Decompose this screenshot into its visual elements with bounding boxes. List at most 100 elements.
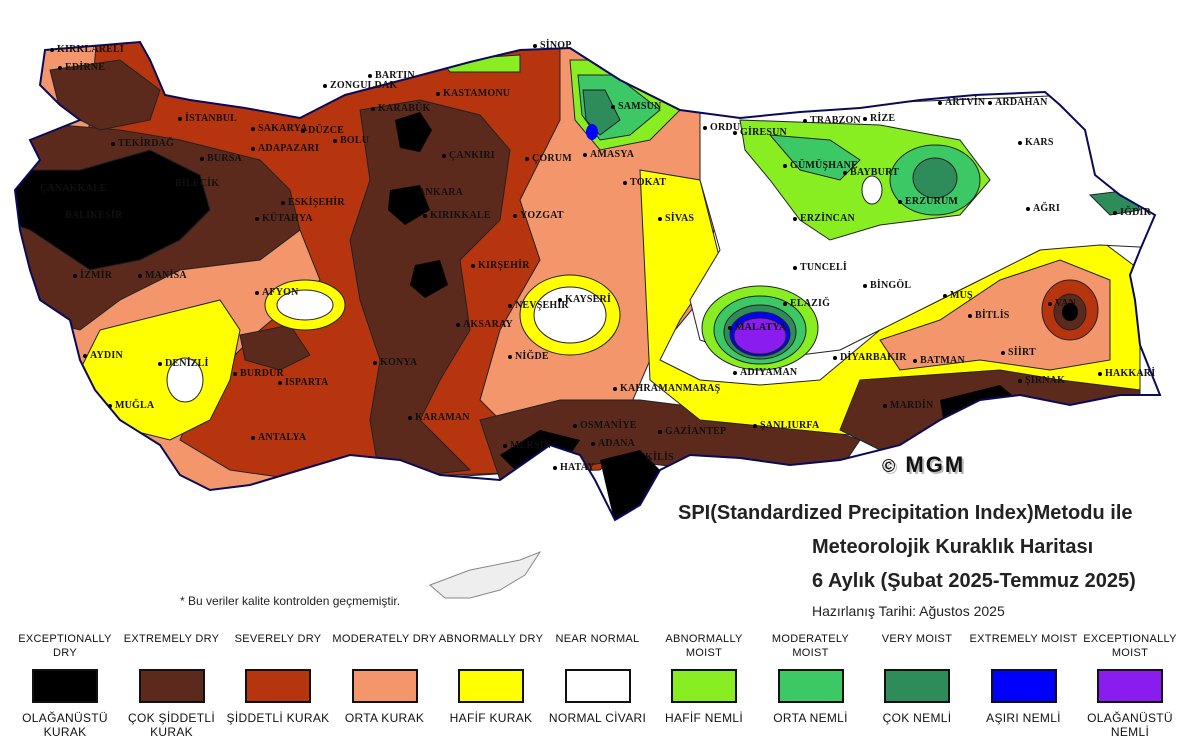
legend-en-label: EXTREMELY DRY	[123, 633, 220, 645]
prepared-date: Hazırlanış Tarihi: Ağustos 2025	[812, 603, 1005, 619]
legend-tr-label: OLAĞANÜSTÜ NEMLİ	[1087, 711, 1173, 739]
legend-en-label: SEVERELY DRY	[234, 633, 322, 645]
legend-tr-label: OLAĞANÜSTÜ KURAK	[22, 711, 108, 739]
city-label: İZMİR	[72, 270, 113, 281]
legend: EXCEPTIONALLY DRY OLAĞANÜSTÜ KURAK EXTREME…	[0, 632, 1200, 746]
city-label: NEVŞEHİR	[508, 300, 569, 311]
zone-moderately-moist-gumushane	[768, 134, 861, 181]
city-label: OSMANİYE	[573, 420, 637, 431]
city-label: SİİRT	[1001, 347, 1036, 358]
city-label: İSTANBUL	[178, 113, 237, 124]
legend-item: VERY MOIST ÇOK NEMLİ	[862, 632, 972, 725]
city-label: ADAPAZARI	[250, 143, 320, 154]
legend-item: EXCEPTIONALLY MOIST OLAĞANÜSTÜ NEMLİ	[1075, 632, 1185, 739]
zone-exceptionally-moist-malatya	[733, 317, 787, 355]
city-label: ÇORUM	[525, 153, 572, 164]
legend-en-label: ABNORMALLY MOIST	[665, 633, 743, 659]
city-label: BURSA	[200, 153, 242, 164]
city-label: ÇANKIRI	[442, 150, 495, 161]
city-label: KIRKLARELİ	[49, 44, 125, 55]
city-label: BİLECİK	[167, 178, 220, 189]
city-label: BATMAN	[913, 355, 965, 366]
zone-near-normal-kayseri	[533, 286, 607, 344]
zone-extremely-dry-burdur	[239, 324, 311, 371]
legend-en-label: MODERATELY MOIST	[771, 633, 850, 659]
city-label: KAYSERİ	[557, 294, 612, 305]
city-label: HAKKARİ	[1097, 368, 1156, 379]
city-label: KIRŞEHİR	[471, 260, 530, 271]
quality-note: * Bu veriler kalite kontrolden geçmemişt…	[180, 594, 401, 608]
city-label: IĞDIR	[1112, 207, 1152, 218]
zone-exceptionally-dry-kastamonu	[395, 112, 432, 152]
city-label: ARTVİN	[937, 97, 986, 108]
cyprus-outline	[429, 550, 542, 599]
city-label: ŞANLIURFA	[752, 420, 820, 431]
city-label: SAKARYA	[251, 123, 308, 134]
legend-en-label: MODERATELY DRY	[332, 633, 437, 645]
city-label: KIRIKKALE	[423, 210, 491, 221]
legend-en-label: VERY MOIST	[881, 633, 953, 645]
city-label: KAHRAMANMARAŞ	[612, 383, 721, 394]
turkey-outline	[13, 40, 1162, 522]
city-label: ANTALYA	[250, 432, 307, 443]
city-label: BAYBURT	[842, 167, 900, 178]
legend-en-label: NEAR NORMAL	[555, 633, 640, 645]
city-label: BİTLİS	[968, 310, 1010, 321]
zone-near-normal-denizli	[166, 357, 204, 403]
zone-abnormally-dry-sinop	[438, 54, 521, 73]
legend-swatch	[1097, 669, 1163, 703]
zone-exceptionally-dry-marmara	[15, 149, 211, 271]
title-line-2: Meteorolojik Kuraklık Haritası	[812, 536, 1094, 558]
legend-tr-label: HAFİF NEMLİ	[665, 711, 743, 725]
city-label: YOZGAT	[513, 210, 564, 221]
legend-tr-label: ŞİDDETLİ KURAK	[226, 711, 330, 725]
city-label: MERSİN	[502, 440, 552, 451]
legend-tr-label: ÇOK ŞİDDETLİ KURAK	[128, 711, 215, 739]
city-label: DENİZLİ	[158, 358, 209, 369]
copyright: © MGM	[882, 452, 965, 478]
city-label: ZONGULDAK	[322, 80, 398, 91]
zone-very-moist-samsun	[582, 89, 621, 136]
city-label: ISPARTA	[277, 377, 329, 388]
city-label: ELAZIĞ	[782, 298, 831, 309]
city-label: MUŞ	[943, 290, 973, 301]
city-label: ARDAHAN	[988, 97, 1048, 108]
city-label: BOLU	[332, 135, 370, 146]
legend-en-label: EXCEPTIONALLY DRY	[18, 633, 112, 659]
legend-swatch	[564, 669, 631, 703]
legend-item: EXTREMELY DRY ÇOK ŞİDDETLİ KURAK	[117, 632, 227, 739]
legend-swatch	[458, 669, 524, 703]
city-label: TEKİRDAĞ	[110, 138, 175, 149]
legend-item: MODERATELY DRY ORTA KURAK	[330, 632, 440, 725]
zone-exceptionally-dry-central-south	[410, 260, 448, 298]
title-line-3: 6 Aylık (Şubat 2025-Temmuz 2025)	[812, 570, 1136, 592]
city-label: KİLİS	[638, 452, 674, 463]
legend-item: NEAR NORMAL NORMAL CİVARI	[543, 632, 653, 725]
zone-very-moist-erzurum	[912, 157, 958, 199]
city-label: GİRESUN	[733, 127, 787, 138]
city-label: BARTIN	[368, 70, 415, 81]
city-label: DÜZCE	[300, 125, 345, 136]
city-label: KARAMAN	[408, 412, 470, 423]
city-label: GAZİANTEP	[657, 426, 727, 437]
city-label: DİYARBAKIR	[833, 352, 907, 363]
city-label: ADIYAMAN	[732, 367, 798, 378]
legend-en-label: EXTREMELY MOIST	[969, 633, 1078, 645]
legend-tr-label: NORMAL CİVARI	[548, 711, 647, 725]
city-label: BİNGÖL	[862, 280, 912, 291]
legend-tr-label: HAFİF KURAK	[449, 711, 533, 725]
legend-swatch	[351, 669, 418, 703]
zone-exceptionally-dry-van	[1062, 303, 1078, 321]
legend-swatch	[138, 669, 205, 703]
zone-near-normal-bayburt	[861, 175, 883, 205]
city-label: ESKİŞEHİR	[281, 197, 345, 208]
legend-tr-label: ORTA NEMLİ	[773, 711, 848, 725]
city-label: MARDİN	[882, 400, 934, 411]
city-label: TUNCELİ	[793, 262, 847, 273]
legend-item: SEVERELY DRY ŞİDDETLİ KURAK	[223, 632, 333, 725]
city-label: MALATYA	[727, 322, 787, 333]
legend-tr-label: AŞIRI NEMLİ	[986, 711, 1061, 725]
legend-item: EXTREMELY MOIST AŞIRI NEMLİ	[969, 632, 1079, 725]
legend-swatch	[32, 669, 98, 703]
legend-tr-label: ÇOK NEMLİ	[882, 711, 952, 725]
